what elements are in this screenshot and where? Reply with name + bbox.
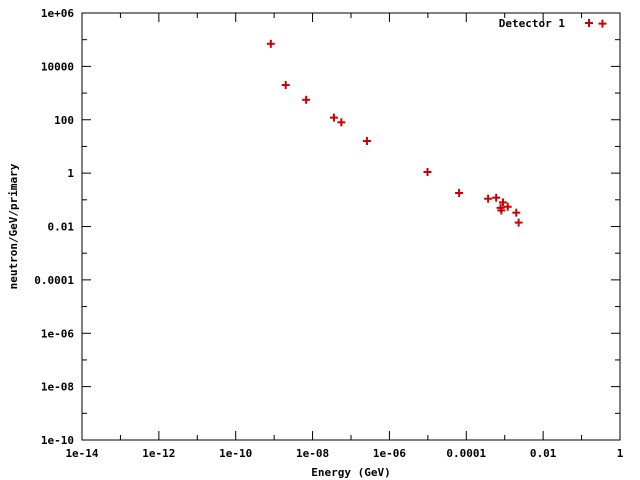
legend-marker-plus bbox=[585, 19, 593, 27]
data-point bbox=[598, 19, 607, 28]
legend: Detector 1 bbox=[499, 17, 593, 30]
data-point bbox=[266, 39, 275, 48]
data-point bbox=[498, 198, 507, 207]
data-point bbox=[455, 188, 464, 197]
x-tick-label: 0.01 bbox=[530, 447, 557, 460]
y-axis-title: neutron/GeV/primary bbox=[7, 163, 20, 289]
tick-labels: 1e-14 1e-12 1e-10 1e-08 1e-06 0.0001 0.01 1 1e-1… bbox=[34, 7, 623, 460]
x-tick-label: 1e-10 bbox=[219, 447, 252, 460]
y-tick-label: 1e-08 bbox=[41, 381, 74, 394]
x-tick-label: 1 bbox=[617, 447, 624, 460]
x-tick-label: 1e-14 bbox=[65, 447, 98, 460]
data-points bbox=[266, 19, 607, 227]
x-tick-label: 0.0001 bbox=[446, 447, 486, 460]
x-axis-title: Energy (GeV) bbox=[311, 466, 390, 479]
y-tick-label: 100 bbox=[54, 114, 74, 127]
tick-marks bbox=[81, 12, 621, 441]
data-point bbox=[337, 118, 346, 127]
legend-marker bbox=[585, 19, 593, 27]
data-point bbox=[484, 194, 493, 203]
y-tick-label: 1e+06 bbox=[41, 7, 74, 20]
data-point bbox=[503, 202, 512, 211]
data-point bbox=[423, 168, 432, 177]
y-tick-label: 0.01 bbox=[48, 221, 75, 234]
legend-label: Detector 1 bbox=[499, 17, 566, 30]
y-tick-label: 1 bbox=[67, 167, 74, 180]
data-point bbox=[497, 206, 506, 215]
data-point bbox=[512, 208, 521, 217]
y-tick-label: 0.0001 bbox=[34, 274, 74, 287]
data-point bbox=[302, 95, 311, 104]
x-tick-label: 1e-06 bbox=[373, 447, 406, 460]
x-tick-label: 1e-12 bbox=[142, 447, 175, 460]
data-point bbox=[514, 218, 523, 227]
x-tick-label: 1e-08 bbox=[296, 447, 329, 460]
data-point bbox=[281, 81, 290, 90]
data-point bbox=[329, 113, 338, 122]
y-tick-label: 1e-06 bbox=[41, 327, 74, 340]
plot-frame bbox=[81, 12, 621, 441]
data-point bbox=[362, 136, 371, 145]
y-tick-label: 1e-10 bbox=[41, 434, 74, 447]
data-point bbox=[492, 193, 501, 202]
y-tick-label: 10000 bbox=[41, 60, 74, 73]
